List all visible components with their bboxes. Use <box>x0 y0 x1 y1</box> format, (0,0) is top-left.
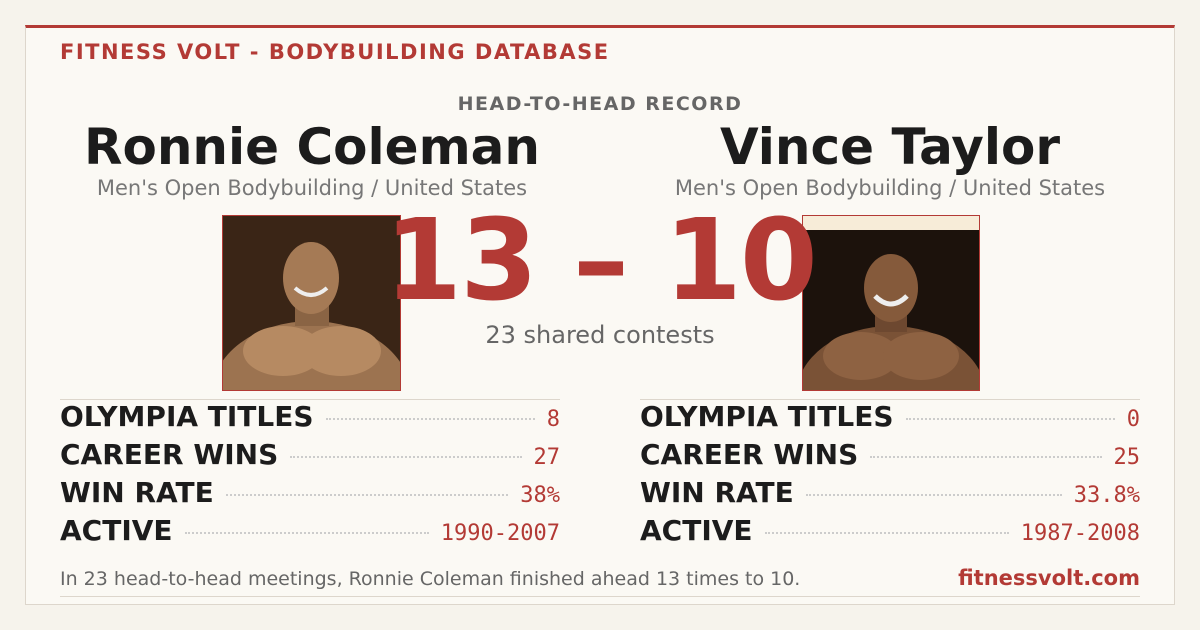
stat-label: ACTIVE <box>640 514 753 547</box>
summary: In 23 head-to-head meetings, Ronnie Cole… <box>60 568 801 590</box>
stat-row: WIN RATE 33.8% <box>640 476 1140 514</box>
stat-row: ACTIVE 1987-2008 <box>640 514 1140 552</box>
stat-value: 1987-2008 <box>1020 521 1140 546</box>
leader <box>870 456 1102 458</box>
right-stats: OLYMPIA TITLES 0 CAREER WINS 25 WIN RATE 33.8… <box>640 399 1140 552</box>
score-separator: – <box>573 196 629 326</box>
stat-label: WIN RATE <box>60 476 214 509</box>
stat-label: ACTIVE <box>60 514 173 547</box>
right-division: Men's Open Bodybuilding / United States <box>674 176 1106 200</box>
site-link[interactable]: fitnessvolt.com <box>958 566 1140 590</box>
stat-value: 33.8% <box>1073 483 1140 508</box>
left-photo <box>222 215 401 391</box>
right-score: 10 <box>664 196 818 326</box>
stat-value: 8 <box>546 407 560 432</box>
kicker: HEAD-TO-HEAD RECORD <box>457 93 743 115</box>
stat-label: CAREER WINS <box>640 438 859 471</box>
leader <box>225 494 509 496</box>
left-name: Ronnie Coleman <box>83 118 541 176</box>
leader <box>325 418 535 420</box>
stat-value: 38% <box>520 483 560 508</box>
leader <box>184 532 429 534</box>
score: 13 – 10 <box>380 196 820 326</box>
left-score: 13 <box>384 196 538 326</box>
stat-label: WIN RATE <box>640 476 794 509</box>
stat-label: OLYMPIA TITLES <box>60 400 314 433</box>
right-name: Vince Taylor <box>719 118 1061 176</box>
stat-value: 27 <box>533 445 561 470</box>
stat-row: CAREER WINS 27 <box>60 438 560 476</box>
leader <box>805 494 1062 496</box>
footer-rule <box>60 596 1140 597</box>
stat-value: 0 <box>1126 407 1140 432</box>
stat-row: ACTIVE 1990-2007 <box>60 514 560 552</box>
stat-row: OLYMPIA TITLES 8 <box>60 400 560 438</box>
stat-row: OLYMPIA TITLES 0 <box>640 400 1140 438</box>
stat-value: 25 <box>1113 445 1141 470</box>
brand: FITNESS VOLT - BODYBUILDING DATABASE <box>60 40 610 64</box>
left-stats: OLYMPIA TITLES 8 CAREER WINS 27 WIN RATE 38% A… <box>60 399 560 552</box>
card <box>25 25 1175 605</box>
left-division: Men's Open Bodybuilding / United States <box>96 176 528 200</box>
stat-label: CAREER WINS <box>60 438 279 471</box>
stat-row: CAREER WINS 25 <box>640 438 1140 476</box>
stat-row: WIN RATE 38% <box>60 476 560 514</box>
leader <box>905 418 1115 420</box>
shared-contests: 23 shared contests <box>485 321 715 349</box>
leader <box>290 456 522 458</box>
stat-value: 1990-2007 <box>440 521 560 546</box>
leader <box>764 532 1009 534</box>
stat-label: OLYMPIA TITLES <box>640 400 894 433</box>
right-photo <box>802 215 980 391</box>
